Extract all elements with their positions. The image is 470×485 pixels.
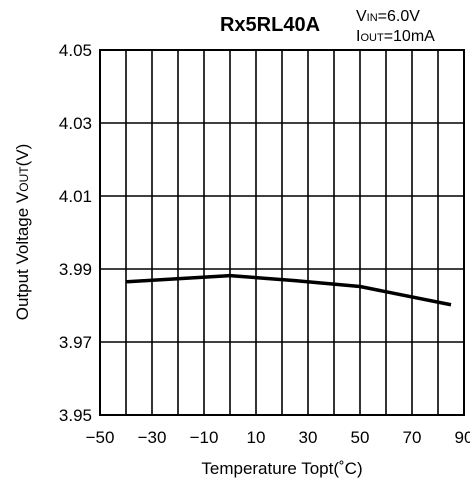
x-tick-label: −50 (86, 428, 115, 447)
x-tick-label: 30 (299, 428, 318, 447)
series-line (126, 276, 451, 305)
condition-vin: VIN=6.0V (356, 8, 420, 25)
x-tick-label: 10 (247, 428, 266, 447)
y-tick-label: 4.03 (59, 114, 92, 133)
y-tick-label: 4.05 (59, 41, 92, 60)
x-tick-label: −10 (190, 428, 219, 447)
y-tick-labels: 3.95 3.97 3.99 4.01 4.03 4.05 (59, 41, 92, 425)
y-axis-label: Output Voltage VOUT(V) (13, 144, 32, 321)
x-axis-label: Temperature Topt(˚C) (201, 459, 362, 478)
y-tick-label: 3.97 (59, 333, 92, 352)
series-layer (126, 276, 451, 305)
grid (100, 50, 464, 415)
x-tick-label: −30 (138, 428, 167, 447)
x-tick-label: 90 (455, 428, 470, 447)
x-tick-label: 50 (351, 428, 370, 447)
y-tick-label: 3.99 (59, 260, 92, 279)
x-tick-labels: −50 −30 −10 10 30 50 70 90 (86, 428, 470, 447)
condition-iout: IOUT=10mA (356, 28, 435, 45)
chart-title: Rx5RL40A (220, 14, 320, 36)
x-tick-label: 70 (403, 428, 422, 447)
y-tick-label: 4.01 (59, 187, 92, 206)
y-tick-label: 3.95 (59, 406, 92, 425)
